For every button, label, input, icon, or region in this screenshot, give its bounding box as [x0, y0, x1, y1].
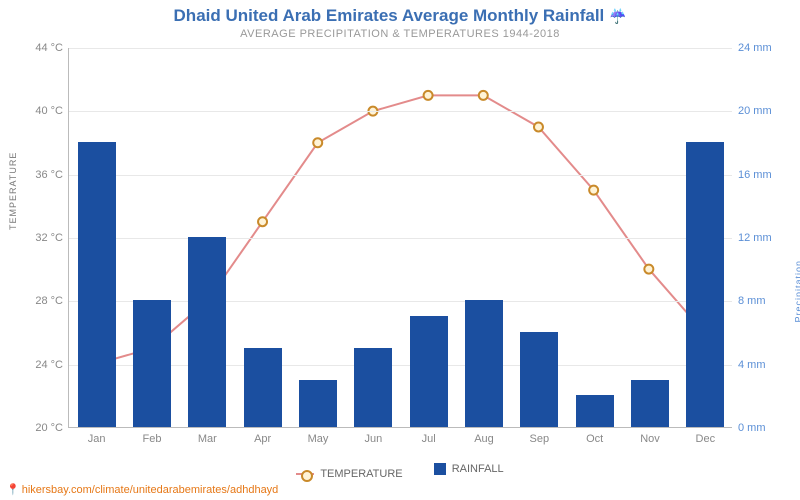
- temperature-marker: [313, 138, 322, 147]
- rainfall-bar: [354, 348, 392, 427]
- x-tick: Aug: [474, 427, 494, 445]
- x-tick: Jun: [364, 427, 382, 445]
- y2-tick: 0 mm: [732, 422, 766, 434]
- legend-rainfall: RAINFALL: [434, 463, 504, 475]
- x-tick: Mar: [198, 427, 217, 445]
- y1-tick: 32 °C: [35, 232, 69, 244]
- y2-tick: 4 mm: [732, 359, 766, 371]
- pin-icon: 📍: [6, 484, 22, 496]
- temperature-marker: [479, 91, 488, 100]
- source-text: hikersbay.com/climate/unitedarabemirates…: [22, 484, 279, 496]
- chart-container: Dhaid United Arab Emirates Average Month…: [0, 0, 800, 500]
- title-text: Dhaid United Arab Emirates Average Month…: [174, 6, 605, 25]
- rainfall-bar: [686, 142, 724, 427]
- y1-tick: 40 °C: [35, 105, 69, 117]
- legend-line-icon: [296, 473, 314, 475]
- temperature-marker: [534, 122, 543, 131]
- umbrella-icon: ☔: [609, 8, 626, 25]
- y1-tick: 20 °C: [35, 422, 69, 434]
- temperature-marker: [589, 186, 598, 195]
- x-tick: Apr: [254, 427, 271, 445]
- rainfall-bar: [410, 316, 448, 427]
- y1-axis-label: TEMPERATURE: [8, 152, 18, 230]
- source-link[interactable]: 📍hikersbay.com/climate/unitedarabemirate…: [6, 483, 278, 496]
- gridline: [69, 48, 732, 49]
- temperature-marker: [424, 91, 433, 100]
- x-tick: Feb: [143, 427, 162, 445]
- x-tick: Oct: [586, 427, 603, 445]
- x-tick: Jul: [422, 427, 436, 445]
- legend-bar-icon: [434, 463, 446, 475]
- y1-tick: 44 °C: [35, 42, 69, 54]
- y2-tick: 20 mm: [732, 105, 772, 117]
- y2-tick: 24 mm: [732, 42, 772, 54]
- x-tick: Dec: [696, 427, 716, 445]
- legend-temp-label: TEMPERATURE: [320, 468, 402, 480]
- rainfall-bar: [631, 380, 669, 428]
- x-tick: Sep: [530, 427, 550, 445]
- legend-temperature: TEMPERATURE: [296, 468, 402, 480]
- rainfall-bar: [576, 395, 614, 427]
- gridline: [69, 111, 732, 112]
- x-tick: Nov: [640, 427, 660, 445]
- rainfall-bar: [299, 380, 337, 428]
- rainfall-bar: [188, 237, 226, 427]
- legend-rain-label: RAINFALL: [452, 463, 504, 475]
- chart-subtitle: AVERAGE PRECIPITATION & TEMPERATURES 194…: [0, 26, 800, 40]
- y1-tick: 24 °C: [35, 359, 69, 371]
- rainfall-bar: [520, 332, 558, 427]
- chart-title: Dhaid United Arab Emirates Average Month…: [0, 0, 800, 26]
- temperature-marker: [644, 265, 653, 274]
- y1-tick: 28 °C: [35, 295, 69, 307]
- x-tick: Jan: [88, 427, 106, 445]
- temperature-marker: [258, 217, 267, 226]
- rainfall-bar: [465, 300, 503, 427]
- y2-axis-label: Precipitation: [794, 260, 800, 323]
- x-tick: May: [308, 427, 329, 445]
- y2-tick: 16 mm: [732, 169, 772, 181]
- gridline: [69, 175, 732, 176]
- y1-tick: 36 °C: [35, 169, 69, 181]
- rainfall-bar: [133, 300, 171, 427]
- rainfall-bar: [244, 348, 282, 427]
- y2-tick: 12 mm: [732, 232, 772, 244]
- legend: TEMPERATURE RAINFALL: [0, 463, 800, 480]
- y2-tick: 8 mm: [732, 295, 766, 307]
- rainfall-bar: [78, 142, 116, 427]
- gridline: [69, 238, 732, 239]
- plot-area: 20 °C24 °C28 °C32 °C36 °C40 °C44 °C0 mm4…: [68, 48, 732, 428]
